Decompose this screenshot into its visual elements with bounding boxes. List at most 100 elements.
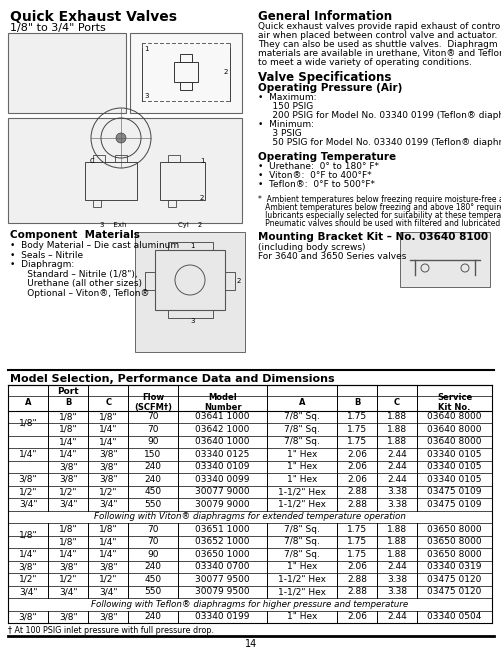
Text: Service
Kit No.: Service Kit No. — [436, 393, 471, 412]
Text: Port: Port — [57, 387, 79, 397]
Text: 3: 3 — [189, 318, 194, 324]
Text: 2.44: 2.44 — [386, 450, 406, 459]
Text: 70: 70 — [147, 525, 158, 533]
Text: 03640 1000: 03640 1000 — [195, 437, 249, 447]
Text: For 3640 and 3650 Series valves: For 3640 and 3650 Series valves — [258, 252, 406, 261]
Text: They can also be used as shuttle valves.  Diaphragm: They can also be used as shuttle valves.… — [258, 40, 496, 49]
Text: 03641 1000: 03641 1000 — [195, 412, 249, 421]
Text: 14: 14 — [244, 639, 257, 649]
Text: 50 PSIG for Model No. 03340 0199 (Teflon® diaphragm): 50 PSIG for Model No. 03340 0199 (Teflon… — [258, 138, 501, 147]
Text: 03650 8000: 03650 8000 — [426, 550, 481, 559]
Text: 03340 0105: 03340 0105 — [426, 462, 481, 471]
Text: 1/4": 1/4" — [59, 550, 77, 559]
Text: Cyl    2: Cyl 2 — [178, 222, 202, 228]
Text: 3/8": 3/8" — [19, 475, 37, 484]
Text: 1/2": 1/2" — [59, 487, 77, 496]
Text: 03475 0109: 03475 0109 — [426, 500, 481, 509]
Text: 30077 9500: 30077 9500 — [195, 575, 249, 583]
Text: 3/8": 3/8" — [59, 562, 77, 571]
Text: 1.75: 1.75 — [346, 537, 366, 546]
Text: 3/8": 3/8" — [59, 462, 77, 471]
Text: Mounting Bracket Kit – No. 03640 8100: Mounting Bracket Kit – No. 03640 8100 — [258, 232, 487, 242]
Text: 550: 550 — [144, 500, 161, 509]
Text: •  Body Material – Die cast aluminum: • Body Material – Die cast aluminum — [10, 241, 179, 250]
Text: 3    Exh: 3 Exh — [100, 222, 126, 228]
Text: 1.88: 1.88 — [386, 550, 406, 559]
Text: 2.88: 2.88 — [346, 500, 366, 509]
Text: 200 PSIG for Model No. 03340 0199 (Teflon® diaphragm): 200 PSIG for Model No. 03340 0199 (Teflo… — [258, 111, 501, 120]
Text: C: C — [90, 158, 95, 164]
Text: 03340 0199: 03340 0199 — [195, 612, 249, 621]
Text: 90: 90 — [147, 550, 158, 559]
Text: 3/8": 3/8" — [99, 612, 117, 621]
Text: 7/8" Sq.: 7/8" Sq. — [284, 412, 320, 421]
Text: 03340 0504: 03340 0504 — [426, 612, 481, 621]
Text: 1" Hex: 1" Hex — [287, 450, 317, 459]
Text: 3.38: 3.38 — [386, 587, 406, 596]
Text: 1: 1 — [144, 46, 148, 52]
Text: 30079 9500: 30079 9500 — [195, 587, 249, 596]
Text: 450: 450 — [144, 575, 161, 583]
Text: 3/8": 3/8" — [99, 562, 117, 571]
Bar — [93, 155, 105, 162]
Text: 3/4": 3/4" — [99, 500, 117, 509]
Text: materials are available in urethane, Viton® and Teflon®: materials are available in urethane, Vit… — [258, 49, 501, 58]
Text: Following with Teflon® diaphragms for higher pressure and temperature: Following with Teflon® diaphragms for hi… — [91, 600, 408, 609]
Text: 3.38: 3.38 — [386, 575, 406, 583]
Text: 1/4": 1/4" — [99, 550, 117, 559]
Text: 150: 150 — [144, 450, 161, 459]
Text: General Information: General Information — [258, 10, 391, 23]
Text: 3/8": 3/8" — [99, 475, 117, 484]
Text: 2.88: 2.88 — [346, 575, 366, 583]
Text: 550: 550 — [144, 587, 161, 596]
Text: 1-1/2" Hex: 1-1/2" Hex — [278, 487, 326, 496]
Text: lubricants especially selected for suitability at these temperatures.: lubricants especially selected for suita… — [258, 211, 501, 220]
Bar — [93, 200, 101, 207]
Text: 1.88: 1.88 — [386, 437, 406, 447]
Text: 1-1/2" Hex: 1-1/2" Hex — [278, 500, 326, 509]
Text: Model
Number: Model Number — [203, 393, 241, 412]
Text: 3/4": 3/4" — [59, 587, 77, 596]
Text: 70: 70 — [147, 412, 158, 421]
Text: A: A — [25, 398, 31, 407]
Text: 1: 1 — [189, 243, 194, 249]
Text: 2.88: 2.88 — [346, 587, 366, 596]
Text: 2.88: 2.88 — [346, 487, 366, 496]
Bar — [168, 200, 176, 207]
Text: 1/4": 1/4" — [99, 424, 117, 434]
Text: 3/8": 3/8" — [99, 450, 117, 459]
Text: 1/8" to 3/4" Ports: 1/8" to 3/4" Ports — [10, 23, 106, 33]
Text: 3 PSIG: 3 PSIG — [258, 129, 301, 138]
Text: 03340 0700: 03340 0700 — [195, 562, 249, 571]
Text: 7/8" Sq.: 7/8" Sq. — [284, 550, 320, 559]
Bar — [168, 310, 212, 318]
Text: *  Ambient temperatures below freezing require moisture-free air.: * Ambient temperatures below freezing re… — [258, 195, 501, 204]
Text: 2.44: 2.44 — [386, 462, 406, 471]
Text: 03475 0109: 03475 0109 — [426, 487, 481, 496]
Text: 1/8": 1/8" — [59, 525, 77, 533]
Bar — [135, 232, 244, 352]
Bar — [180, 54, 191, 62]
Text: 1.88: 1.88 — [386, 412, 406, 421]
Text: •  Diaphragm:: • Diaphragm: — [10, 260, 74, 269]
Text: 70: 70 — [147, 424, 158, 434]
Text: 1/2": 1/2" — [19, 487, 37, 496]
Text: 03340 0125: 03340 0125 — [195, 450, 249, 459]
Text: 1/4": 1/4" — [59, 437, 77, 447]
Text: 03340 0105: 03340 0105 — [426, 475, 481, 484]
Text: 1" Hex: 1" Hex — [287, 562, 317, 571]
Text: 1" Hex: 1" Hex — [287, 475, 317, 484]
Text: 2: 2 — [199, 195, 204, 201]
Text: 1-1/2" Hex: 1-1/2" Hex — [278, 587, 326, 596]
Text: 70: 70 — [147, 537, 158, 546]
Text: Operating Temperature: Operating Temperature — [258, 152, 395, 162]
Text: 03640 8000: 03640 8000 — [426, 412, 481, 421]
Bar — [224, 272, 234, 290]
Bar — [8, 118, 241, 223]
Text: 90: 90 — [147, 437, 158, 447]
Text: 3/8": 3/8" — [19, 612, 37, 621]
Text: 3.38: 3.38 — [386, 500, 406, 509]
Text: 30077 9000: 30077 9000 — [195, 487, 249, 496]
Text: •  Minimum:: • Minimum: — [258, 120, 313, 129]
Text: 1/8": 1/8" — [59, 412, 77, 421]
